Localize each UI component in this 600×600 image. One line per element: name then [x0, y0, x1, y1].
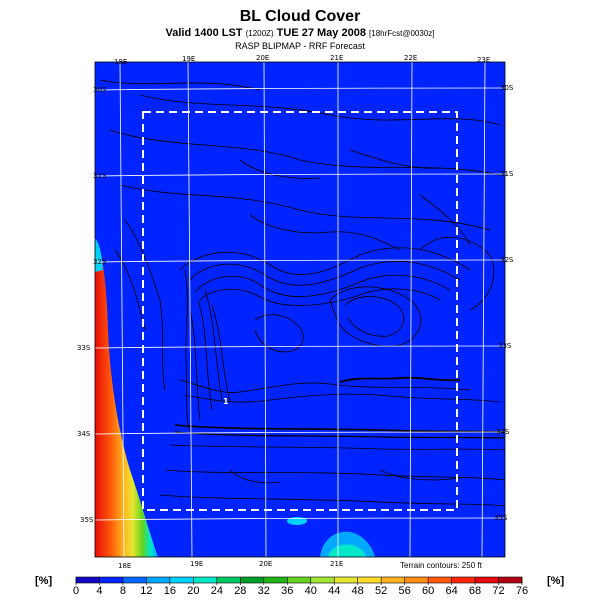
utc-time: (1200Z) — [245, 29, 274, 38]
colorbar-tick-label: 0 — [73, 585, 79, 597]
valid-time-line: Valid 1400 LST (1200Z) TUE 27 May 2008 [… — [0, 27, 600, 39]
lat-label: 35S — [494, 514, 508, 522]
colorbar-unit-left: [%] — [35, 575, 52, 587]
lon-label: 18E — [114, 58, 127, 66]
coastal-cloud-edge — [95, 238, 103, 272]
colorbar-swatch — [146, 577, 171, 583]
lon-labels-bottom: 18E 19E 20E 21E — [118, 560, 343, 570]
colorbar-tick-label: 52 — [375, 585, 387, 597]
colorbar-swatch — [475, 577, 499, 583]
colorbar-tick-label: 16 — [164, 585, 176, 597]
colorbar-tick-label: 76 — [516, 585, 528, 597]
colorbar-tick-label: 44 — [328, 585, 340, 597]
colorbar-swatch — [381, 577, 405, 583]
lat-label: 35S — [80, 516, 94, 524]
point-marker-label: 1 — [223, 397, 229, 406]
lon-label: 23E — [477, 56, 490, 64]
lat-lon-grid — [95, 62, 505, 557]
lon-label: 20E — [256, 54, 269, 62]
cloud-patch — [287, 517, 307, 525]
colorbar-swatch — [310, 577, 335, 583]
lon-label: 19E — [182, 55, 195, 63]
valid-time: Valid 1400 LST — [165, 27, 243, 39]
colorbar-swatch — [193, 577, 218, 583]
colorbar-swatch — [404, 577, 429, 583]
lat-label: 30S — [93, 86, 107, 94]
colorbar-tick-label: 20 — [187, 585, 199, 597]
colorbar-swatch — [498, 577, 523, 583]
lat-label: 32S — [500, 256, 514, 264]
lon-label: 21E — [330, 560, 343, 568]
colorbar-tick-label: 4 — [96, 585, 102, 597]
colorbar-tick-label: 64 — [445, 585, 457, 597]
lon-label: 21E — [330, 54, 343, 62]
map-subtitle: RASP BLIPMAP - RRF Forecast — [235, 41, 365, 51]
colorbar-swatch — [334, 577, 358, 583]
colorbar-swatch — [451, 577, 476, 583]
lon-label: 22E — [404, 54, 417, 62]
colorbar-unit-right: [%] — [547, 575, 564, 587]
lat-label: 31S — [93, 172, 107, 180]
terrain-contour-note: Terrain contours: 250 ft — [400, 561, 483, 570]
colorbar-swatch — [169, 577, 194, 583]
coastal-cloud-band — [95, 238, 158, 557]
colorbar-tick-label: 32 — [258, 585, 270, 597]
inner-domain-box — [142, 111, 458, 511]
map-panel: 1 — [95, 62, 505, 557]
lon-label: 19E — [190, 560, 203, 568]
valid-date: TUE 27 May 2008 — [276, 27, 366, 39]
lat-label: 30S — [500, 84, 514, 92]
colorbar-swatch — [240, 577, 265, 583]
colorbar-tick-label: 36 — [281, 585, 293, 597]
lat-labels-left: 30S 31S 32S 33S 34S 35S — [77, 86, 107, 524]
lat-label: 34S — [77, 430, 91, 438]
colorbar-swatch — [287, 577, 312, 583]
lat-label: 34S — [496, 428, 510, 436]
colorbar-tick-label: 28 — [234, 585, 246, 597]
lat-label: 33S — [77, 344, 91, 352]
colorbar-tick-label: 48 — [352, 585, 364, 597]
map-title: BL Cloud Cover — [239, 8, 361, 25]
colorbar-swatch — [428, 577, 452, 583]
cloud-patch — [328, 544, 366, 557]
colorbar-tick-label: 72 — [492, 585, 504, 597]
cloud-cover-field — [95, 62, 505, 557]
colorbar-swatch — [357, 577, 382, 583]
colorbar-tick-label: 24 — [211, 585, 223, 597]
lat-label: 32S — [93, 258, 107, 266]
terrain-contours — [99, 79, 505, 507]
lon-label: 20E — [259, 560, 272, 568]
lat-labels-right: 30S 31S 32S 33S 34S 35S — [494, 84, 514, 522]
colorbar-tick-label: 8 — [120, 585, 126, 597]
colorbar-tick-label: 12 — [140, 585, 152, 597]
colorbar-swatch — [263, 577, 288, 583]
lat-label: 33S — [498, 342, 512, 350]
colorbar-swatch — [122, 577, 147, 583]
lon-label: 18E — [118, 562, 131, 570]
colorbar-swatch — [99, 577, 124, 583]
colorbar-swatch — [76, 577, 100, 583]
colorbar-tick-label: 56 — [399, 585, 411, 597]
map-frame — [94, 61, 506, 558]
lon-labels-top: 18E 19E 20E 21E 22E 23E — [114, 54, 490, 66]
colorbar-tick-label: 68 — [469, 585, 481, 597]
colorbar-tick-label: 40 — [305, 585, 317, 597]
lat-label: 31S — [500, 170, 514, 178]
colorbar-swatch — [216, 577, 241, 583]
colorbar: 0 4 8 12 16 20 24 28 32 36 40 44 48 52 56 60 64 68 72 76 — [73, 576, 528, 597]
colorbar-tick-label: 60 — [422, 585, 434, 597]
forecast-info: [18hrFcst@0030z] — [369, 29, 435, 38]
